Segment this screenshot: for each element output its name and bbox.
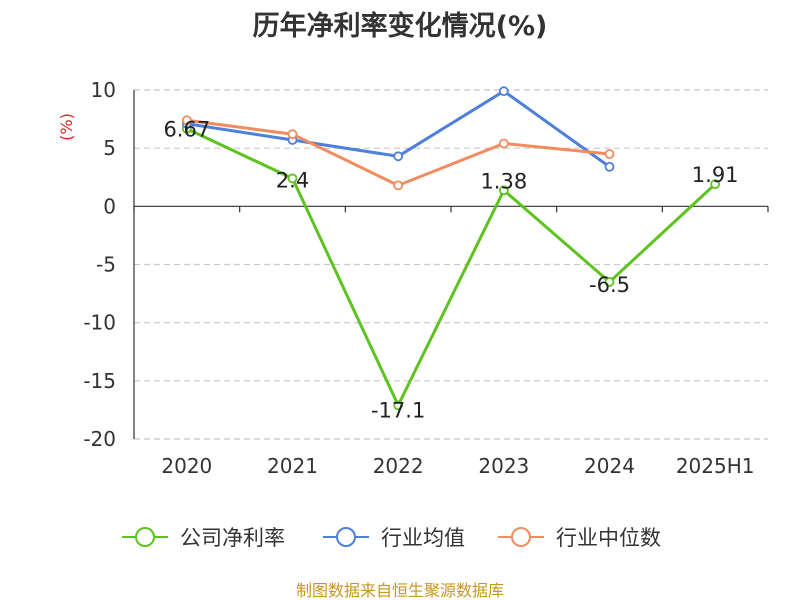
- data-point: [498, 185, 509, 196]
- legend: 公司净利率 行业均值 行业中位数: [122, 526, 661, 550]
- data-label: -6.5: [589, 273, 630, 297]
- x-tick-label: 2024: [584, 454, 635, 478]
- axis-layer: 10 5 0 -5 -10 -15 -20 2020 2021 2022 2023 2024 2025H…: [83, 78, 769, 478]
- series-line-0: [186, 127, 717, 407]
- chart-title: 历年净利率变化情况(%): [253, 10, 548, 42]
- data-label: 1.38: [480, 169, 527, 193]
- x-tick-label: 2020: [161, 454, 212, 478]
- legend-marker: [511, 527, 531, 547]
- data-point: [287, 129, 298, 140]
- legend-label: 行业中位数: [556, 526, 661, 550]
- data-point: [393, 151, 404, 162]
- x-tick-label: 2022: [373, 454, 424, 478]
- legend-label: 公司净利率: [180, 526, 285, 550]
- y-axis-label: (%): [57, 113, 76, 141]
- y-tick-label: -15: [83, 369, 116, 393]
- data-label: 1.91: [692, 163, 739, 187]
- data-point: [604, 277, 615, 287]
- legend-label: 行业均值: [381, 526, 465, 550]
- data-label: 2.4: [276, 168, 309, 192]
- data-point: [604, 161, 615, 172]
- legend-marker: [336, 527, 356, 547]
- data-point: [287, 173, 298, 184]
- grid-layer: [134, 89, 768, 440]
- y-tick-label: -10: [83, 311, 116, 335]
- source-note: 制图数据来自恒生聚源数据库: [296, 581, 504, 600]
- data-labels: 6.67 2.4 -17.1 1.38 -6.5 1.91: [163, 118, 738, 423]
- data-point: [710, 179, 721, 190]
- data-label: 6.67: [163, 118, 210, 142]
- y-tick-label: 0: [103, 194, 116, 218]
- y-tick-label: -20: [83, 427, 116, 451]
- data-point: [181, 115, 192, 126]
- legend-marker: [135, 527, 155, 547]
- data-point: [498, 138, 509, 149]
- data-label: -17.1: [371, 398, 425, 422]
- x-tick-label: 2025H1: [676, 454, 755, 478]
- y-tick-label: 5: [103, 136, 116, 160]
- x-tick-label: 2021: [267, 454, 318, 478]
- data-point: [498, 86, 509, 97]
- data-point: [393, 400, 404, 411]
- data-point: [604, 149, 615, 159]
- y-tick-label: 10: [91, 78, 116, 102]
- data-point: [393, 180, 404, 191]
- y-tick-label: -5: [96, 253, 116, 277]
- x-tick-label: 2023: [478, 454, 529, 478]
- series-layer: [181, 86, 721, 411]
